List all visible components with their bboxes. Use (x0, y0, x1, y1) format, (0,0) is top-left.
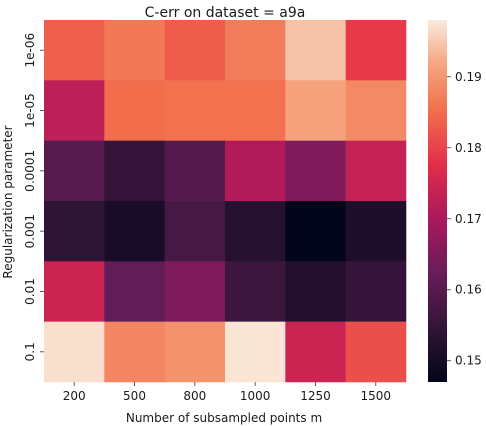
heatmap-cell (224, 200, 286, 262)
heatmap-cell (164, 140, 226, 202)
x-tick-label: 800 (183, 389, 206, 403)
x-tick-label: 1500 (361, 389, 392, 403)
heatmap-cell (285, 80, 346, 141)
heatmap-cell (164, 80, 226, 141)
heatmap-cell (285, 200, 346, 262)
heatmap-cell (104, 261, 165, 322)
heatmap-cell (224, 20, 286, 81)
heatmap-cell (224, 261, 286, 322)
heatmap-cell (44, 200, 105, 262)
x-tick-label: 1250 (300, 389, 331, 403)
heatmap-cell (44, 321, 105, 383)
heatmap-cell (345, 20, 407, 81)
heatmap-cell (224, 140, 286, 202)
colorbar-tick-label: 0.18 (455, 141, 482, 155)
heatmap-cell (164, 261, 226, 322)
x-tick-label: 200 (63, 389, 86, 403)
y-axis-label: Regularization parameter (1, 125, 15, 278)
heatmap-cell (104, 20, 165, 81)
heatmap-cell (285, 321, 346, 383)
x-tick-label: 1000 (240, 389, 271, 403)
heatmap-cell (44, 80, 105, 141)
y-tick-label: 1e-05 (23, 93, 37, 128)
heatmap-cell (345, 200, 407, 262)
heatmap-cell (345, 140, 407, 202)
heatmap-cell (345, 80, 407, 141)
y-tick-label: 0.001 (23, 214, 37, 248)
heatmap-cell (104, 200, 165, 262)
colorbar-tick-label: 0.15 (455, 354, 482, 368)
y-tick-label: 0.0001 (23, 150, 37, 192)
heatmap-cell (164, 321, 226, 383)
heatmap-cell (104, 321, 165, 383)
colorbar-tick-label: 0.16 (455, 283, 482, 297)
heatmap-cell (285, 261, 346, 322)
heatmap-cell (285, 20, 346, 81)
heatmap-cell (224, 321, 286, 383)
y-tick-label: 0.01 (23, 278, 37, 305)
heatmap-cell (44, 261, 105, 322)
heatmap-cells (44, 20, 407, 383)
heatmap-cell (104, 80, 165, 141)
y-tick-label: 0.1 (23, 342, 37, 361)
x-axis-label: Number of subsampled points m (126, 411, 322, 425)
colorbar-ticks: 0.15 0.16 0.17 0.18 0.19 (447, 70, 482, 368)
x-tick-label: 500 (123, 389, 146, 403)
heatmap-cell (345, 321, 407, 383)
y-axis: 1e-06 1e-05 0.0001 0.001 0.01 0.1 (23, 33, 44, 361)
heatmap-cell (44, 20, 105, 81)
colorbar (428, 20, 447, 382)
x-axis: 200 500 800 1000 1250 1500 (63, 381, 392, 403)
colorbar-tick-label: 0.17 (455, 212, 482, 226)
heatmap-cell (164, 20, 226, 81)
chart-title: C-err on dataset = a9a (145, 5, 306, 21)
heatmap-cell (164, 200, 226, 262)
y-tick-label: 1e-06 (23, 33, 37, 68)
heatmap-cell (224, 80, 286, 141)
heatmap-cell (104, 140, 165, 202)
heatmap-cell (345, 261, 407, 322)
heatmap-cell (285, 140, 346, 202)
heatmap-cell (44, 140, 105, 202)
colorbar-tick-label: 0.19 (455, 70, 482, 84)
